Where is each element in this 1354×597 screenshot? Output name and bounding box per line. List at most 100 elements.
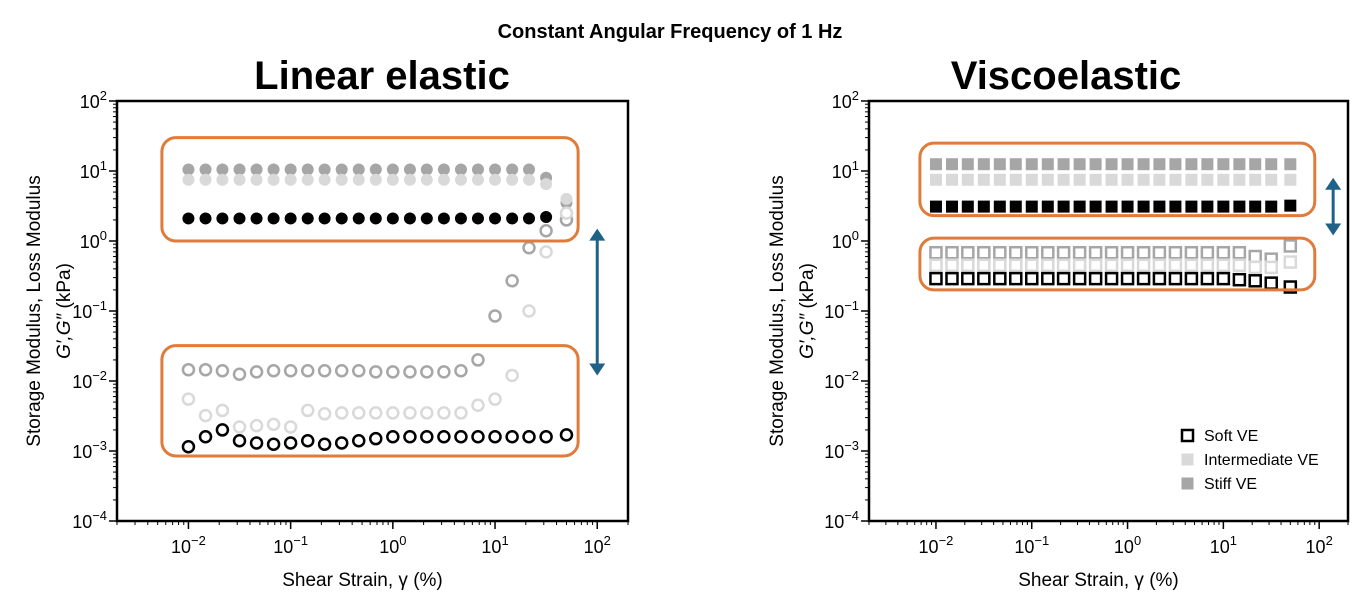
loss-point [300,364,315,378]
storage-point [352,173,365,186]
storage-point [523,163,536,176]
storage-point [1233,173,1246,186]
storage-point [506,173,519,186]
storage-point [386,173,399,186]
storage-point [523,212,536,225]
storage-point [301,163,314,176]
storage-point [929,173,942,186]
storage-point [1009,158,1022,171]
storage-point [318,173,331,186]
loss-point [1264,276,1278,290]
loss-point [1216,271,1231,286]
storage-point [335,212,348,225]
x-tick-label: 10−2 [919,533,954,557]
loss-point [181,392,196,406]
loss-point [1041,245,1055,260]
storage-point [1025,173,1038,186]
series-storage-soft [182,209,573,225]
storage-point [1201,200,1214,213]
storage-point [929,200,942,213]
loss-point [1025,245,1039,260]
loss-point [403,406,417,420]
storage-point [471,212,484,225]
loss-point [1120,258,1135,273]
loss-point [181,440,196,454]
legend-marker [1181,453,1194,466]
loss-point [352,434,366,448]
loss-point [198,362,213,377]
storage-point [977,173,990,186]
loss-point [1041,258,1055,273]
loss-point [420,429,434,444]
series-storage-intermediate [182,173,573,205]
loss-point [488,429,502,444]
storage-point [1217,173,1230,186]
storage-point [335,163,348,176]
x-tick-label: 101 [1210,533,1237,557]
storage-point [267,163,280,176]
loss-point [454,429,468,444]
loss-point [488,392,502,406]
loss-point [1184,271,1199,286]
storage-point [335,173,348,186]
storage-point [489,173,502,186]
loss-point [993,271,1007,286]
storage-point [420,173,433,186]
loss-point [352,406,366,420]
loss-point [505,368,519,383]
loss-point [283,364,298,378]
series-loss-intermediate [929,255,1298,275]
y-tick-label: 100 [80,228,107,252]
loss-highlight-box [160,344,580,458]
loss-point [454,406,468,420]
storage-point [1284,158,1297,171]
loss-point [1041,271,1055,286]
loss-point [249,436,264,450]
storage-point [1057,173,1070,186]
loss-point [1248,249,1262,264]
panel-title: Linear elastic [254,54,510,98]
loss-point [1152,245,1167,260]
loss-point [1088,245,1103,260]
series-storage-soft [929,199,1297,213]
storage-point [1265,173,1278,186]
storage-point [993,173,1006,186]
storage-point [199,163,212,176]
storage-point [489,163,502,176]
loss-point [1184,258,1199,273]
arrow-head-down [1325,223,1342,236]
loss-point [386,406,400,420]
legend: Soft VE Intermediate VE Stiff VE [1180,428,1319,493]
storage-point [1169,158,1182,171]
storage-point [1233,200,1246,213]
series-storage-intermediate [929,173,1297,186]
arrow-head-down [589,363,606,376]
y-tick-label: 10−3 [72,438,107,462]
storage-point [437,163,450,176]
loss-point [1072,271,1087,286]
loss-point [1104,271,1119,286]
y-axis-label-line1: Storage Modulus, Loss Modulus [767,175,788,446]
loss-point [929,271,943,286]
x-axis-label: Shear Strain, γ (%) [1018,570,1179,591]
loss-point [334,406,349,420]
loss-point [1136,258,1151,273]
storage-point [284,163,297,176]
storage-point [250,163,263,176]
loss-point [945,271,959,286]
storage-point [1041,158,1054,171]
storage-point [1105,158,1118,171]
storage-point [961,200,974,213]
storage-point [1153,200,1166,213]
storage-point [1105,200,1118,213]
loss-point [1168,245,1183,260]
loss-point [1216,258,1231,273]
storage-point [1025,158,1038,171]
loss-point [1088,271,1103,286]
storage-point [977,200,990,213]
loss-point [961,258,975,273]
storage-point [471,163,484,176]
loss-point [1120,245,1135,260]
loss-point [1025,271,1039,286]
storage-point [250,173,263,186]
